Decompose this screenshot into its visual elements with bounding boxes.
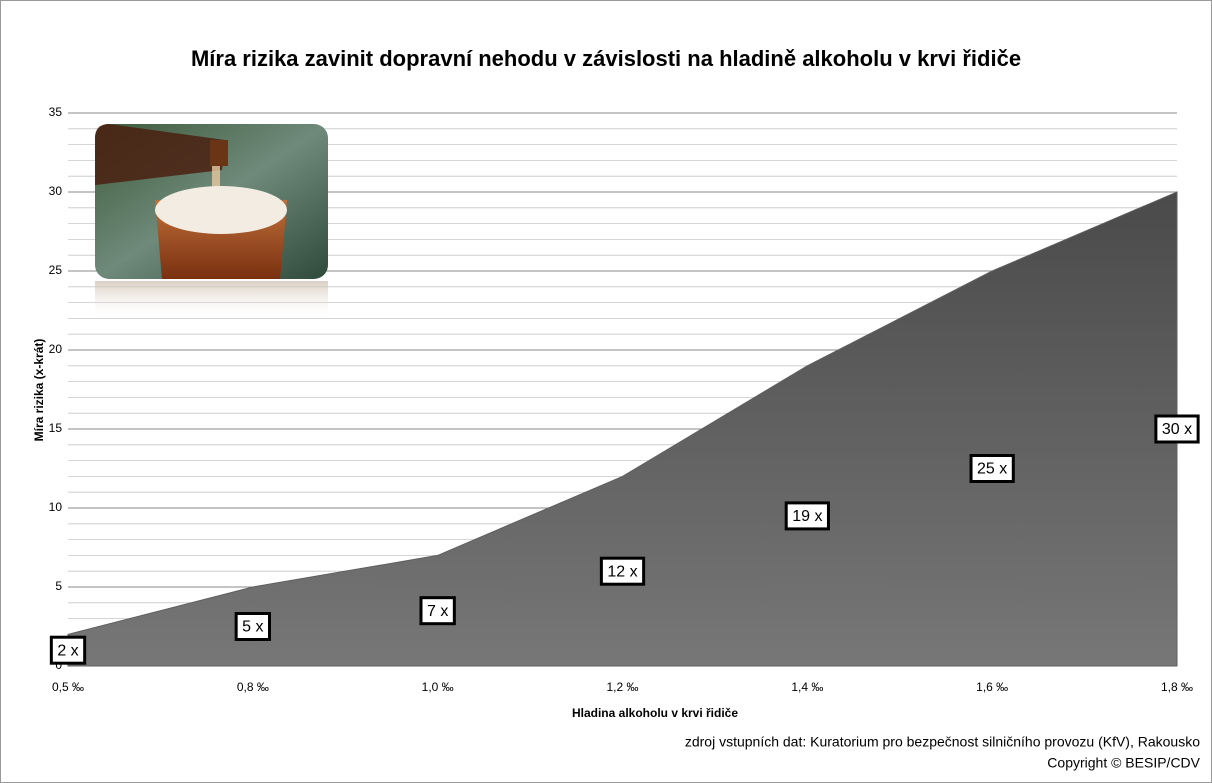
x-tick-label: 0,5 ‰ <box>52 680 84 694</box>
x-tick-label: 1,6 ‰ <box>976 680 1008 694</box>
data-label: 25 x <box>971 456 1013 482</box>
y-axis-label: Míra rizika (x-krát) <box>32 339 46 442</box>
data-label: 12 x <box>601 558 643 584</box>
x-tick-label: 1,2 ‰ <box>606 680 638 694</box>
y-tick-label: 35 <box>49 105 63 119</box>
y-tick-label: 15 <box>49 421 63 435</box>
data-label-text: 5 x <box>242 619 263 636</box>
y-tick-label: 25 <box>49 263 63 277</box>
data-label-text: 30 x <box>1162 421 1192 438</box>
chart: Míra rizika zavinit dopravní nehodu v zá… <box>0 0 1212 783</box>
data-label: 2 x <box>51 637 84 663</box>
x-tick-label: 0,8 ‰ <box>237 680 269 694</box>
data-label-text: 12 x <box>607 563 637 580</box>
x-axis-label: Hladina alkoholu v krvi řidiče <box>572 706 738 720</box>
data-label-text: 2 x <box>57 642 78 659</box>
chart-title: Míra rizika zavinit dopravní nehodu v zá… <box>191 46 1021 71</box>
x-tick-label: 1,4 ‰ <box>791 680 823 694</box>
data-label: 7 x <box>421 598 454 624</box>
y-tick-label: 20 <box>49 342 63 356</box>
x-tick-label: 1,8 ‰ <box>1161 680 1193 694</box>
data-label-text: 19 x <box>792 508 822 525</box>
data-label: 30 x <box>1156 416 1198 442</box>
data-label: 19 x <box>786 503 828 529</box>
data-label: 5 x <box>236 614 269 640</box>
page: {"chart_data": {"type": "area", "title":… <box>0 0 1212 783</box>
y-tick-label: 5 <box>55 579 62 593</box>
data-label-text: 7 x <box>427 603 448 620</box>
y-tick-label: 30 <box>49 184 63 198</box>
source-note: zdroj vstupních dat: Kuratorium pro bezp… <box>685 734 1200 750</box>
photo <box>95 124 328 319</box>
copyright-note: Copyright © BESIP/CDV <box>1047 755 1200 771</box>
x-tick-label: 1,0 ‰ <box>422 680 454 694</box>
data-label-text: 25 x <box>977 461 1007 478</box>
y-tick-label: 10 <box>49 500 63 514</box>
